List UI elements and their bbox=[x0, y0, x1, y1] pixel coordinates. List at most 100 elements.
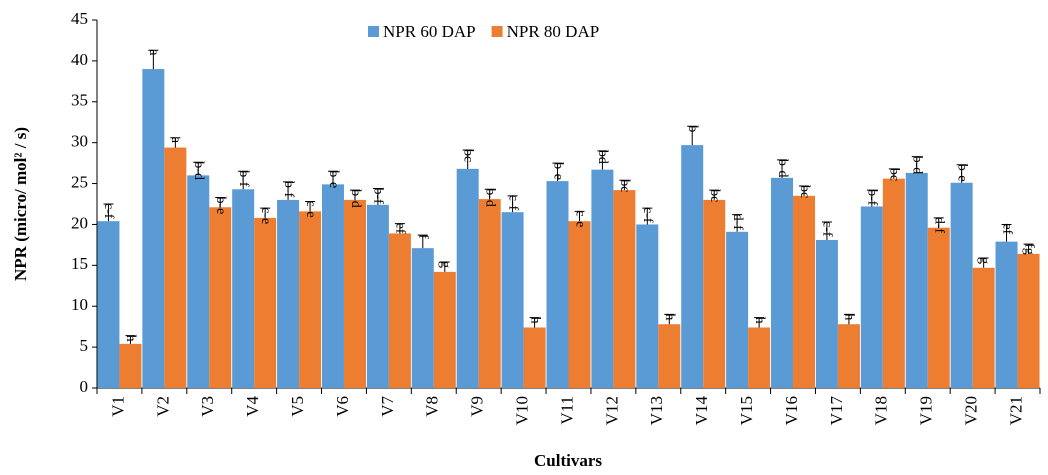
bar bbox=[793, 195, 816, 388]
error-bar bbox=[687, 125, 698, 146]
significance-label: h bbox=[662, 313, 677, 320]
significance-label: c-f bbox=[101, 203, 116, 219]
legend-label: NPR 80 DAP bbox=[507, 22, 600, 41]
x-tick-label: V8 bbox=[423, 396, 442, 417]
significance-label: g bbox=[976, 257, 991, 264]
bar bbox=[860, 206, 883, 388]
y-tick-label: 30 bbox=[71, 132, 88, 151]
bar bbox=[613, 190, 636, 388]
bar bbox=[321, 184, 344, 388]
y-tick-label: 25 bbox=[71, 172, 88, 191]
error-bar bbox=[754, 317, 765, 328]
error-bar bbox=[619, 179, 630, 191]
bar bbox=[299, 211, 322, 388]
error-bar bbox=[349, 189, 360, 200]
bar bbox=[1017, 253, 1040, 388]
significance-label: c-e bbox=[258, 207, 273, 224]
error-bar bbox=[978, 257, 989, 268]
bar bbox=[568, 221, 591, 388]
error-bar bbox=[305, 201, 316, 212]
x-tick-label: V11 bbox=[557, 396, 576, 425]
y-tick-label: 15 bbox=[71, 254, 88, 273]
bar bbox=[254, 217, 277, 388]
x-tick-label: V18 bbox=[872, 396, 891, 425]
error-bar bbox=[327, 170, 338, 185]
error-bar bbox=[507, 195, 518, 213]
bar bbox=[232, 189, 255, 388]
bar bbox=[950, 182, 973, 388]
x-tick-label: V2 bbox=[153, 396, 172, 417]
bar bbox=[119, 343, 142, 388]
significance-label: fg bbox=[1021, 243, 1036, 255]
error-bar bbox=[238, 170, 249, 190]
error-bar bbox=[125, 335, 136, 344]
error-bar bbox=[215, 196, 226, 208]
x-tick-label: V9 bbox=[468, 396, 487, 417]
bar bbox=[972, 267, 995, 388]
error-bar bbox=[170, 137, 181, 148]
x-tick-label: V10 bbox=[513, 396, 532, 425]
bar bbox=[815, 239, 838, 388]
error-bar bbox=[529, 317, 540, 328]
x-tick-label: V19 bbox=[917, 396, 936, 425]
bar bbox=[658, 324, 681, 388]
bar bbox=[905, 172, 928, 388]
bar bbox=[748, 327, 771, 388]
significance-label: b bbox=[685, 125, 700, 132]
bar bbox=[546, 181, 569, 388]
x-tick-label: V16 bbox=[782, 396, 801, 425]
significance-label: bc bbox=[797, 185, 812, 198]
x-tick-label: V4 bbox=[243, 396, 262, 417]
bar bbox=[478, 199, 501, 388]
significance-label: d-f bbox=[730, 214, 745, 231]
y-axis-label: NPR (micro/ mol² / s) bbox=[11, 127, 30, 281]
y-tick-label: 35 bbox=[71, 91, 88, 110]
bar bbox=[388, 233, 411, 388]
significance-label: b-e bbox=[213, 196, 228, 214]
bar bbox=[523, 327, 546, 388]
x-tick-label: V7 bbox=[378, 396, 397, 417]
bar bbox=[703, 199, 726, 388]
bar bbox=[164, 147, 187, 388]
error-bar bbox=[956, 164, 967, 183]
significance-label: bc bbox=[707, 189, 722, 202]
significance-label: bd bbox=[595, 150, 610, 164]
bar bbox=[97, 221, 120, 388]
bar bbox=[277, 199, 300, 388]
significance-label: b-e bbox=[550, 162, 565, 180]
error-bar bbox=[148, 49, 159, 70]
y-tick-label: 5 bbox=[80, 336, 89, 355]
error-bar bbox=[193, 161, 204, 176]
bar bbox=[411, 248, 434, 388]
error-bar bbox=[888, 168, 899, 179]
error-bar bbox=[732, 214, 743, 232]
error-bar bbox=[417, 234, 428, 249]
bar bbox=[726, 231, 749, 388]
significance-label: b-f bbox=[865, 189, 880, 206]
legend-swatch bbox=[491, 26, 503, 37]
bar bbox=[636, 224, 659, 388]
y-tick-label: 0 bbox=[80, 377, 89, 396]
significance-label: d-f bbox=[932, 217, 947, 234]
error-bar bbox=[911, 156, 922, 173]
bar bbox=[142, 69, 165, 389]
significance-label: c-f bbox=[820, 221, 835, 237]
x-tick-label: V3 bbox=[198, 396, 217, 417]
bar bbox=[591, 169, 614, 388]
error-bar bbox=[642, 207, 653, 225]
significance-label: h bbox=[527, 317, 542, 324]
error-bar bbox=[821, 221, 832, 240]
bar bbox=[187, 175, 210, 388]
bar bbox=[366, 204, 389, 388]
bar bbox=[343, 199, 366, 388]
bar bbox=[995, 241, 1018, 388]
error-bar bbox=[777, 159, 788, 178]
error-bar bbox=[597, 150, 608, 170]
error-bar bbox=[933, 217, 944, 228]
error-bar bbox=[1001, 223, 1012, 242]
error-bar bbox=[484, 188, 495, 200]
significance-label: a bbox=[146, 49, 161, 56]
significance-label: c-f bbox=[640, 207, 655, 223]
significance-label: a bbox=[168, 137, 183, 144]
